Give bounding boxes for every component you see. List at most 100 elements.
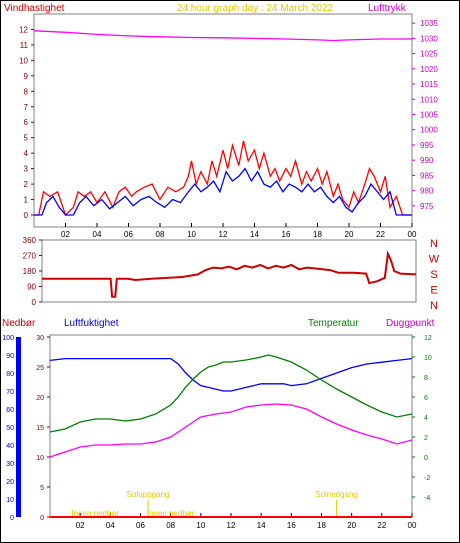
chart-center-title: 24 hour graph day : 24 March 2022 — [177, 3, 334, 14]
compass-label: W — [429, 254, 440, 266]
humidity-y-tick-label: 10 — [6, 497, 14, 504]
direction-y-tick-label: 270 — [23, 252, 37, 261]
series-line-temperature — [49, 354, 413, 433]
series-line-dewpoint — [49, 403, 413, 458]
wind-y-tick-label: 7 — [24, 103, 29, 112]
temperature-y-tick-label: 0 — [424, 455, 428, 462]
wind-x-tick-label: 04 — [93, 230, 102, 239]
temperature-y-tick-label: -2 — [424, 475, 430, 482]
wind-direction-line — [42, 250, 417, 298]
humidity-y-tick-label: 20 — [6, 479, 14, 486]
humidity-y-tick-label: 90 — [6, 353, 14, 360]
wind-x-tick-label: 12 — [219, 230, 228, 239]
humidity-x-tick-label: 14 — [257, 521, 266, 530]
pressure-y-tick-label: 995 — [420, 141, 434, 150]
humidity-x-tick-label: 10 — [196, 521, 205, 530]
series-line-gust — [34, 140, 412, 217]
wind-direction-plot-area — [41, 239, 417, 303]
rain-y-tick-label: 10 — [36, 455, 44, 462]
humidity-y-tick-label: 60 — [6, 407, 14, 414]
direction-y-tick-label: 90 — [27, 283, 36, 292]
temperature-y-tick-label: 12 — [424, 335, 432, 342]
wind-y-tick-label: 10 — [19, 56, 28, 65]
series-line-pressure — [33, 30, 412, 42]
humidity-x-tick-label: 00 — [408, 521, 417, 530]
humidity-x-tick-label: 22 — [377, 521, 386, 530]
humidity-y-tick-label: 40 — [6, 443, 14, 450]
wind-x-tick-label: 20 — [345, 230, 354, 239]
wind-y-tick-label: 12 — [19, 25, 28, 34]
pressure-y-axis: 975 980 985 990 995 1000 1005 1010 1015 1020 1025 1… — [412, 19, 438, 211]
chart-right-title: Lufttrykk — [368, 3, 407, 14]
rain-y-tick-label: 15 — [36, 425, 44, 432]
wind-pressure-series — [33, 30, 412, 217]
chart-left-title: Vindhastighet — [4, 3, 65, 14]
compass-label: S — [430, 269, 437, 281]
humidity-scale-bar — [16, 337, 21, 517]
humidity-temp-series — [49, 354, 413, 518]
humidity-y-tick-label: 70 — [6, 389, 14, 396]
temperature-y-tick-label: 8 — [424, 375, 428, 382]
wind-x-tick-label: 02 — [61, 230, 70, 239]
pressure-y-tick-label: 1000 — [420, 126, 438, 135]
temperature-y-tick-label: -4 — [424, 495, 430, 502]
humidity-temp-panel: Nedbør Luftfuktighet Temperatur Duggpunk… — [2, 318, 435, 530]
rain-y-tick-label: 20 — [36, 395, 44, 402]
wind-y-tick-label: 6 — [24, 118, 29, 127]
humidity-y-tick-label: 80 — [6, 371, 14, 378]
humidity-y-tick-label: 100 — [2, 335, 14, 342]
wind-x-axis: 02 04 06 08 10 12 14 16 18 20 22 00 — [61, 223, 417, 239]
humidity-y-axis: 0 10 20 30 40 50 60 70 80 90 100 — [2, 335, 14, 522]
wind-x-tick-label: 14 — [250, 230, 259, 239]
humidity-y-tick-label: 30 — [6, 461, 14, 468]
annotation-label: Solnedgang — [315, 490, 358, 499]
pressure-y-tick-label: 975 — [420, 202, 434, 211]
sun-annotations: Soloppgang Solnedgang Ingen nedbør Ingen ne… — [71, 490, 357, 518]
humidity-y-tick-label: 50 — [6, 425, 14, 432]
wind-y-tick-label: 2 — [24, 180, 29, 189]
humidity-temp-plot-area — [49, 334, 413, 518]
wind-pressure-plot-area — [33, 13, 413, 228]
wind-x-tick-label: 08 — [156, 230, 165, 239]
temperature-y-tick-label: 6 — [424, 395, 428, 402]
humidity-x-tick-label: 06 — [136, 521, 145, 530]
temperature-axis-label: Temperatur — [308, 318, 359, 329]
pressure-y-tick-label: 1030 — [420, 34, 438, 43]
series-line-humidity — [49, 357, 413, 392]
pressure-y-tick-label: 980 — [420, 187, 434, 196]
wind-y-tick-label: 8 — [24, 87, 29, 96]
humidity-x-tick-label: 02 — [76, 521, 85, 530]
humidity-x-tick-label: 12 — [227, 521, 236, 530]
pressure-y-tick-label: 1025 — [420, 50, 438, 59]
humidity-x-tick-label: 20 — [347, 521, 356, 530]
rain-y-tick-label: 5 — [40, 485, 44, 492]
temperature-y-tick-label: 4 — [424, 415, 428, 422]
compass-label: N — [430, 238, 438, 250]
pressure-y-tick-label: 985 — [420, 171, 434, 180]
direction-y-tick-label: 180 — [23, 267, 37, 276]
rain-y-tick-label: 30 — [36, 335, 44, 342]
annotation-label: Ingen nedbør — [147, 509, 195, 518]
humidity-x-tick-label: 04 — [106, 521, 115, 530]
pressure-y-tick-label: 1010 — [420, 95, 438, 104]
pressure-y-tick-label: 1015 — [420, 80, 438, 89]
wind-y-tick-label: 5 — [24, 134, 29, 143]
wind-y-tick-label: 3 — [24, 165, 29, 174]
wind-y-tick-label: 11 — [20, 41, 29, 50]
wind-y-tick-label: 9 — [24, 72, 29, 81]
temperature-y-axis: -4 -2 0 2 4 6 8 10 12 — [412, 335, 432, 502]
wind-direction-series — [42, 250, 417, 298]
rain-y-axis: 0 5 10 15 20 25 30 — [36, 335, 50, 522]
wind-x-tick-label: 06 — [124, 230, 133, 239]
wind-x-tick-label: 18 — [313, 230, 322, 239]
annotation-label: Soloppgang — [127, 490, 170, 499]
dewpoint-axis-label: Duggpunkt — [386, 318, 435, 329]
wind-x-tick-label: 16 — [282, 230, 291, 239]
rain-axis-label: Nedbør — [2, 318, 36, 329]
humidity-x-tick-label: 08 — [166, 521, 175, 530]
